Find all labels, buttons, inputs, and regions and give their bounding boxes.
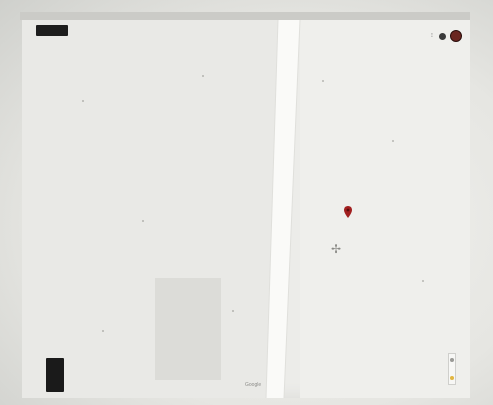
apps-icon[interactable]: ⁝ — [431, 33, 433, 39]
map-screen[interactable]: ⁝ ✢ Google — [22, 20, 470, 398]
zoom-in-icon[interactable] — [450, 358, 454, 362]
main-road — [266, 20, 300, 398]
road-layer — [265, 20, 301, 398]
monitor-top-edge — [20, 12, 470, 20]
notification-icon[interactable] — [439, 32, 446, 40]
map-area-right[interactable] — [300, 20, 470, 398]
dust-speck — [102, 330, 104, 332]
top-left-button[interactable] — [36, 25, 68, 36]
dust-speck — [202, 75, 204, 77]
map-pin-icon[interactable] — [344, 206, 352, 218]
road-edge-left — [265, 20, 279, 398]
dust-speck — [322, 80, 324, 82]
google-logo: Google — [245, 382, 262, 388]
road-edge-right — [283, 20, 301, 398]
dust-speck — [142, 220, 144, 222]
dust-speck — [422, 280, 424, 282]
layers-toggle[interactable] — [46, 358, 64, 392]
zoom-controls[interactable] — [448, 353, 456, 385]
park-area — [155, 278, 221, 380]
dust-speck — [232, 310, 234, 312]
dust-speck — [82, 100, 84, 102]
dust-speck — [392, 140, 394, 142]
pegman-icon[interactable] — [450, 376, 454, 380]
crosshair-icon: ✢ — [331, 242, 342, 256]
avatar[interactable] — [450, 30, 462, 42]
map-area-left[interactable] — [22, 20, 284, 398]
account-controls: ⁝ — [431, 30, 462, 42]
